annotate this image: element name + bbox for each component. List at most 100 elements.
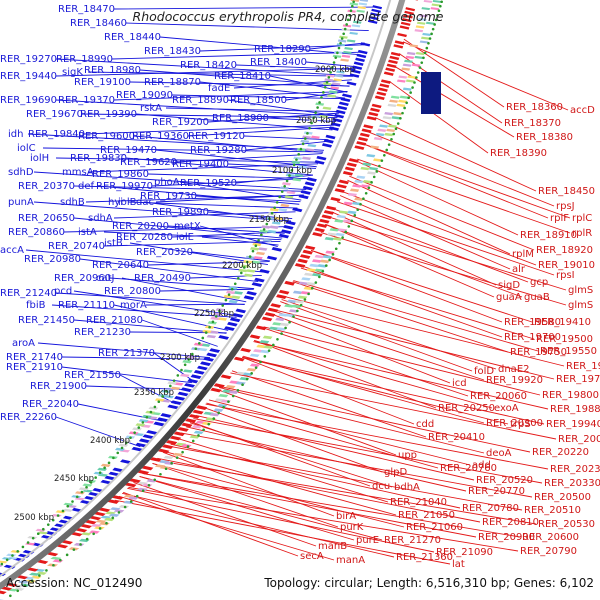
tick-dot [245,377,249,381]
tick-dot [161,395,164,398]
cog-stripe [258,247,268,251]
tick-dot [0,562,4,566]
connector-line [42,147,324,153]
connector-line [245,140,328,151]
gene-label: RER_19970 [96,181,153,192]
tick-dot [129,436,132,440]
tick-dot [21,545,25,549]
gene-label: RER_19550 [540,346,597,357]
gene-label: RER_20330 [544,478,600,489]
tick-dot [353,213,357,217]
kbp-tick-label: 2250 kbp [194,309,234,319]
tick-dot [422,56,425,60]
tick-dot [272,343,275,347]
forward-gene [276,294,287,299]
tick-dot [350,219,354,223]
tick-dot [342,32,345,36]
cog-stripe [118,443,129,447]
forward-gene [361,128,372,134]
tick-dot [46,523,50,526]
forward-gene [356,141,367,146]
gene-label: istA [78,227,97,238]
gene-label: RER_20370 [18,181,75,192]
tick-dot [431,27,435,31]
connector-line [85,194,304,203]
connector-line [87,163,319,173]
forward-gene [374,95,385,100]
cog-stripe [118,504,130,509]
tick-dot [394,127,398,131]
cog-stripe [404,59,413,63]
tick-dot [338,241,341,245]
left-gene-labels: RER_18470RER_18460RER_18440RER_18430RER_… [0,4,311,423]
cog-stripe [193,342,204,347]
forward-gene [181,422,193,428]
connector-line [125,157,314,176]
cog-stripe [291,304,302,309]
tick-dot [433,23,436,26]
tick-dot [157,400,161,404]
tick-dot [380,159,384,162]
gene-label: RER_19630 [566,361,600,372]
cog-stripe [421,7,431,11]
gene-label: RER_19670 [26,109,83,120]
cog-stripe [432,0,442,3]
gene-label: RER_18980 [84,65,141,76]
gene-label: RER_20740 [48,241,105,252]
tick-dot [343,27,347,31]
cog-stripe [51,513,62,518]
cog-stripe [419,14,428,18]
genome-summary: Topology: circular; Length: 6,516,310 bp… [263,576,594,590]
tick-dot [120,446,124,450]
cog-stripe [415,51,425,56]
gene-label: RER_18990 [56,54,113,65]
gene-label: RER_20230 [550,464,600,475]
forward-gene [348,158,359,163]
reverse-gene [328,126,340,131]
connector-line [403,38,505,108]
kbp-tick-label: 2200 kbp [222,261,262,271]
connector-line [388,80,489,154]
gene-label: birA [336,511,356,522]
cog-stripe [362,179,372,184]
cog-stripe [314,254,324,259]
forward-gene [399,25,410,30]
reverse-gene [235,308,247,314]
connector-line [85,385,187,391]
tick-dot [284,326,287,330]
tick-dot [352,0,355,4]
tick-dot [198,342,201,345]
forward-gene [173,431,186,437]
gene-label: RER_19200 [152,117,209,128]
gene-label: RER_18440 [104,32,161,43]
tick-dot [92,532,95,536]
cog-stripe [384,132,394,137]
connector-line [267,117,336,122]
cog-stripe [430,7,440,11]
forward-gene [316,223,328,228]
gene-label: RER_18390 [490,148,547,159]
tick-dot [145,415,149,419]
forward-gene [80,523,92,529]
forward-gene [390,51,401,57]
forward-gene [376,91,387,96]
cog-stripe [137,487,148,492]
connector-line [127,487,435,553]
gene-label: sdhD [8,167,34,178]
tick-dot [359,202,362,206]
reverse-gene [142,434,154,439]
connector-line [363,143,549,219]
cog-stripe [100,463,111,467]
cog-stripe [269,326,279,331]
connector-line [241,356,415,425]
right-gene-labels: RER_18360 accD RER_18370 RER_18380 RER_18390… [300,102,600,570]
gene-label: gcp [530,277,548,288]
tick-dot [231,394,235,398]
cog-stripe [349,31,358,35]
cog-stripe [405,79,415,83]
forward-gene [344,166,355,172]
tick-dot [273,206,276,210]
tick-dot [26,541,30,544]
connector-line [97,185,300,205]
gene-label: rplR [572,228,592,239]
